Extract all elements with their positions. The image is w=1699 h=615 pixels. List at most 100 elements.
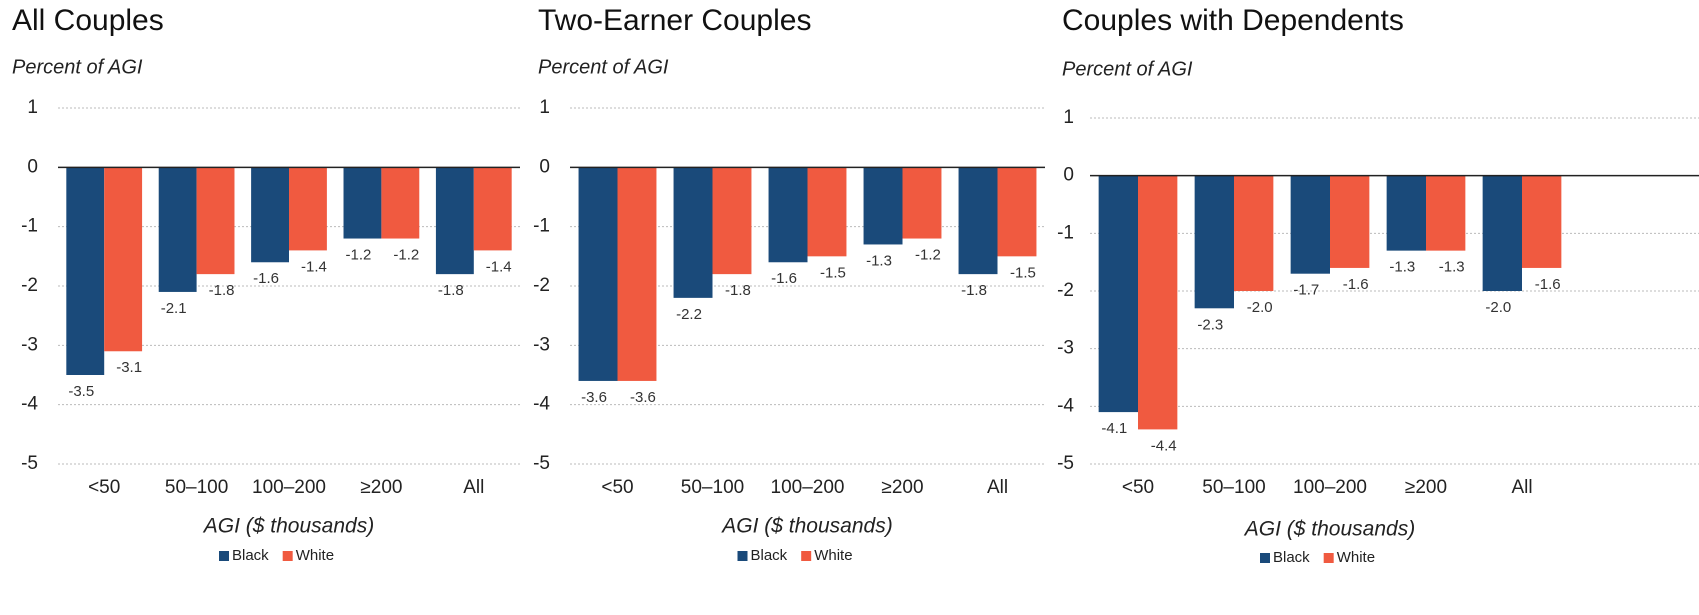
data-label: -1.8	[209, 282, 235, 299]
x-tick-label: All	[463, 477, 484, 498]
bar	[66, 167, 105, 375]
chart-title: Two-Earner Couples	[538, 4, 811, 37]
bar	[1098, 175, 1138, 413]
bar	[768, 167, 808, 263]
y-tick-label: 0	[539, 156, 550, 177]
x-tick-label: All	[987, 477, 1008, 498]
data-label: -2.2	[676, 306, 702, 323]
x-tick-label: 50–100	[165, 477, 228, 498]
bar	[958, 167, 998, 275]
data-label: -3.6	[581, 389, 607, 406]
data-label: -2.3	[1197, 316, 1223, 333]
data-label: -1.5	[820, 264, 846, 281]
chart-title: All Couples	[12, 4, 164, 37]
y-tick-label: -3	[21, 334, 38, 355]
data-label: -4.1	[1101, 420, 1127, 437]
bar	[473, 167, 512, 251]
x-tick-label: 100–200	[252, 477, 326, 498]
bar	[1330, 175, 1370, 268]
y-tick-label: -3	[1057, 338, 1074, 359]
bar	[1482, 175, 1522, 291]
y-axis-label: Percent of AGI	[1062, 58, 1193, 80]
legend-swatch	[219, 551, 229, 561]
data-label: -1.6	[771, 270, 797, 287]
bar	[381, 167, 420, 239]
data-label: -1.8	[725, 282, 751, 299]
x-tick-label: ≥200	[881, 477, 923, 498]
bar	[289, 167, 327, 251]
y-tick-label: 0	[27, 156, 38, 177]
legend-label: Black	[232, 547, 269, 564]
data-label: -2.0	[1485, 299, 1511, 316]
data-label: -1.4	[486, 258, 512, 275]
bar	[902, 167, 942, 239]
y-tick-label: -2	[21, 275, 38, 296]
bar	[435, 167, 474, 275]
x-tick-label: 100–200	[1293, 477, 1367, 498]
bar	[1290, 175, 1330, 274]
legend-swatch	[282, 551, 293, 561]
legend-label: White	[814, 547, 852, 564]
x-tick-label: 50–100	[1202, 477, 1265, 498]
bar	[1386, 175, 1426, 251]
y-tick-label: -4	[533, 394, 550, 415]
bar	[1194, 175, 1234, 309]
y-tick-label: -5	[1057, 453, 1074, 474]
bar	[104, 167, 143, 352]
y-tick-label: -1	[1057, 222, 1074, 243]
y-tick-label: -5	[533, 453, 550, 474]
legend-swatch	[801, 551, 812, 561]
bar	[196, 167, 235, 275]
data-label: -1.2	[393, 247, 419, 264]
bar	[158, 167, 197, 292]
bar	[1138, 175, 1178, 430]
x-tick-label: <50	[88, 477, 120, 498]
y-tick-label: 1	[27, 97, 38, 118]
bar	[1234, 175, 1274, 291]
bar	[343, 167, 382, 239]
data-label: -1.3	[1389, 259, 1415, 276]
x-tick-label: 50–100	[681, 477, 744, 498]
legend-label: Black	[1273, 549, 1310, 566]
y-tick-label: -2	[533, 275, 550, 296]
data-label: -4.4	[1151, 437, 1177, 454]
bar	[673, 167, 713, 298]
bar	[863, 167, 903, 245]
x-tick-label: <50	[1122, 477, 1154, 498]
y-tick-label: -1	[533, 216, 550, 237]
bar	[1426, 175, 1466, 251]
data-label: -1.2	[915, 247, 941, 264]
data-label: -3.5	[68, 383, 94, 400]
data-label: -1.3	[866, 252, 892, 269]
data-label: -1.3	[1439, 259, 1465, 276]
data-label: -2.0	[1247, 299, 1273, 316]
bar	[997, 167, 1037, 257]
data-label: -1.5	[1010, 264, 1036, 281]
legend-label: Black	[751, 547, 788, 564]
y-tick-label: -5	[21, 453, 38, 474]
bar	[578, 167, 618, 381]
y-axis-label: Percent of AGI	[12, 56, 143, 78]
y-tick-label: 0	[1063, 165, 1074, 186]
bar	[1522, 175, 1562, 268]
y-tick-label: -3	[533, 334, 550, 355]
legend-swatch	[1260, 553, 1270, 563]
x-tick-label: ≥200	[1405, 477, 1447, 498]
y-tick-label: -4	[1057, 395, 1074, 416]
y-tick-label: -2	[1057, 280, 1074, 301]
legend-swatch	[737, 551, 748, 561]
data-label: -1.7	[1293, 282, 1319, 299]
bar	[251, 167, 289, 263]
x-tick-label: 100–200	[771, 477, 845, 498]
bar	[617, 167, 657, 381]
y-tick-label: -4	[21, 394, 38, 415]
data-label: -3.1	[116, 359, 142, 376]
x-axis-label: AGI ($ thousands)	[202, 515, 374, 538]
x-tick-label: All	[1511, 477, 1532, 498]
y-tick-label: 1	[539, 97, 550, 118]
y-axis-label: Percent of AGI	[538, 56, 669, 78]
data-label: -1.6	[1535, 276, 1561, 293]
x-tick-label: <50	[601, 477, 633, 498]
x-axis-label: AGI ($ thousands)	[1243, 518, 1415, 541]
